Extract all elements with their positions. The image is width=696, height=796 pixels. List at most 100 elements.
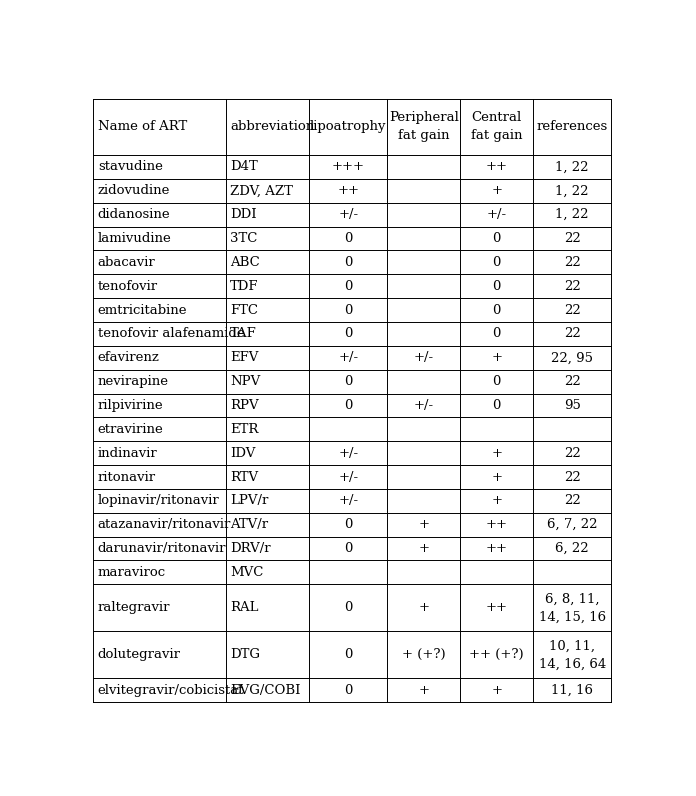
Text: +: + <box>491 351 503 365</box>
Text: +: + <box>491 447 503 459</box>
Text: 0: 0 <box>344 327 353 341</box>
Text: nevirapine: nevirapine <box>97 375 169 388</box>
Text: +/-: +/- <box>338 351 358 365</box>
Text: 0: 0 <box>493 327 501 341</box>
Text: ABC: ABC <box>230 256 260 269</box>
Text: MVC: MVC <box>230 566 263 579</box>
Text: lipoatrophy: lipoatrophy <box>310 120 386 133</box>
Text: darunavir/ritonavir: darunavir/ritonavir <box>97 542 226 555</box>
Text: 0: 0 <box>493 279 501 293</box>
Text: emtricitabine: emtricitabine <box>97 303 187 317</box>
Text: abacavir: abacavir <box>97 256 155 269</box>
Text: tenofovir alafenamide: tenofovir alafenamide <box>97 327 244 341</box>
Text: +: + <box>418 684 429 696</box>
Text: maraviroc: maraviroc <box>97 566 166 579</box>
Text: 3TC: 3TC <box>230 232 258 245</box>
Text: ++: ++ <box>486 161 507 174</box>
Text: +: + <box>491 684 503 696</box>
Text: 22: 22 <box>564 494 580 507</box>
Text: 22: 22 <box>564 232 580 245</box>
Text: 0: 0 <box>493 256 501 269</box>
Text: ATV/r: ATV/r <box>230 518 268 531</box>
Text: +/-: +/- <box>338 209 358 221</box>
Text: +: + <box>418 518 429 531</box>
Text: raltegravir: raltegravir <box>97 601 171 615</box>
Text: NPV: NPV <box>230 375 260 388</box>
Text: 0: 0 <box>344 279 353 293</box>
Text: RTV: RTV <box>230 470 258 483</box>
Text: 0: 0 <box>344 601 353 615</box>
Text: 10, 11,
14, 16, 64: 10, 11, 14, 16, 64 <box>539 639 606 670</box>
Text: ZDV, AZT: ZDV, AZT <box>230 185 293 197</box>
Text: TDF: TDF <box>230 279 258 293</box>
Text: EFV: EFV <box>230 351 258 365</box>
Text: +: + <box>418 542 429 555</box>
Text: FTC: FTC <box>230 303 258 317</box>
Text: 0: 0 <box>344 518 353 531</box>
Text: 1, 22: 1, 22 <box>555 185 589 197</box>
Text: indinavir: indinavir <box>97 447 157 459</box>
Text: lopinavir/ritonavir: lopinavir/ritonavir <box>97 494 219 507</box>
Text: +/-: +/- <box>414 351 434 365</box>
Text: ETR: ETR <box>230 423 258 436</box>
Text: +: + <box>418 601 429 615</box>
Text: 22: 22 <box>564 303 580 317</box>
Text: +/-: +/- <box>487 209 507 221</box>
Text: 22: 22 <box>564 327 580 341</box>
Text: ++: ++ <box>486 542 507 555</box>
Text: 22: 22 <box>564 279 580 293</box>
Text: +/-: +/- <box>338 494 358 507</box>
Text: 22, 95: 22, 95 <box>551 351 593 365</box>
Text: Peripheral
fat gain: Peripheral fat gain <box>389 111 459 142</box>
Text: 95: 95 <box>564 399 580 412</box>
Text: +/-: +/- <box>414 399 434 412</box>
Text: 0: 0 <box>344 542 353 555</box>
Text: 0: 0 <box>344 256 353 269</box>
Text: IDV: IDV <box>230 447 255 459</box>
Text: + (+?): + (+?) <box>402 649 445 661</box>
Text: dolutegravir: dolutegravir <box>97 649 181 661</box>
Text: +: + <box>491 185 503 197</box>
Text: TAF: TAF <box>230 327 257 341</box>
Text: +/-: +/- <box>338 447 358 459</box>
Text: +++: +++ <box>332 161 365 174</box>
Text: abbreviation: abbreviation <box>230 120 314 133</box>
Text: 11, 16: 11, 16 <box>551 684 593 696</box>
Text: 22: 22 <box>564 470 580 483</box>
Text: 6, 22: 6, 22 <box>555 542 589 555</box>
Text: 22: 22 <box>564 447 580 459</box>
Text: 0: 0 <box>344 399 353 412</box>
Text: ++: ++ <box>338 185 359 197</box>
Text: 0: 0 <box>344 649 353 661</box>
Text: +: + <box>491 470 503 483</box>
Text: 0: 0 <box>344 303 353 317</box>
Text: 22: 22 <box>564 375 580 388</box>
Text: efavirenz: efavirenz <box>97 351 159 365</box>
Text: 6, 8, 11,
14, 15, 16: 6, 8, 11, 14, 15, 16 <box>539 592 606 623</box>
Text: tenofovir: tenofovir <box>97 279 158 293</box>
Text: zidovudine: zidovudine <box>97 185 170 197</box>
Text: ++: ++ <box>486 518 507 531</box>
Text: atazanavir/ritonavir: atazanavir/ritonavir <box>97 518 231 531</box>
Text: ritonavir: ritonavir <box>97 470 156 483</box>
Text: DTG: DTG <box>230 649 260 661</box>
Text: lamivudine: lamivudine <box>97 232 171 245</box>
Text: RPV: RPV <box>230 399 259 412</box>
Text: 6, 7, 22: 6, 7, 22 <box>547 518 597 531</box>
Text: +: + <box>491 494 503 507</box>
Text: 0: 0 <box>493 399 501 412</box>
Text: DDI: DDI <box>230 209 257 221</box>
Text: 0: 0 <box>344 375 353 388</box>
Text: +/-: +/- <box>338 470 358 483</box>
Text: didanosine: didanosine <box>97 209 171 221</box>
Text: etravirine: etravirine <box>97 423 164 436</box>
Text: DRV/r: DRV/r <box>230 542 271 555</box>
Text: 1, 22: 1, 22 <box>555 161 589 174</box>
Text: 0: 0 <box>493 232 501 245</box>
Text: 0: 0 <box>493 375 501 388</box>
Text: stavudine: stavudine <box>97 161 163 174</box>
Text: Central
fat gain: Central fat gain <box>471 111 523 142</box>
Text: 0: 0 <box>344 684 353 696</box>
Text: Name of ART: Name of ART <box>97 120 187 133</box>
Text: D4T: D4T <box>230 161 258 174</box>
